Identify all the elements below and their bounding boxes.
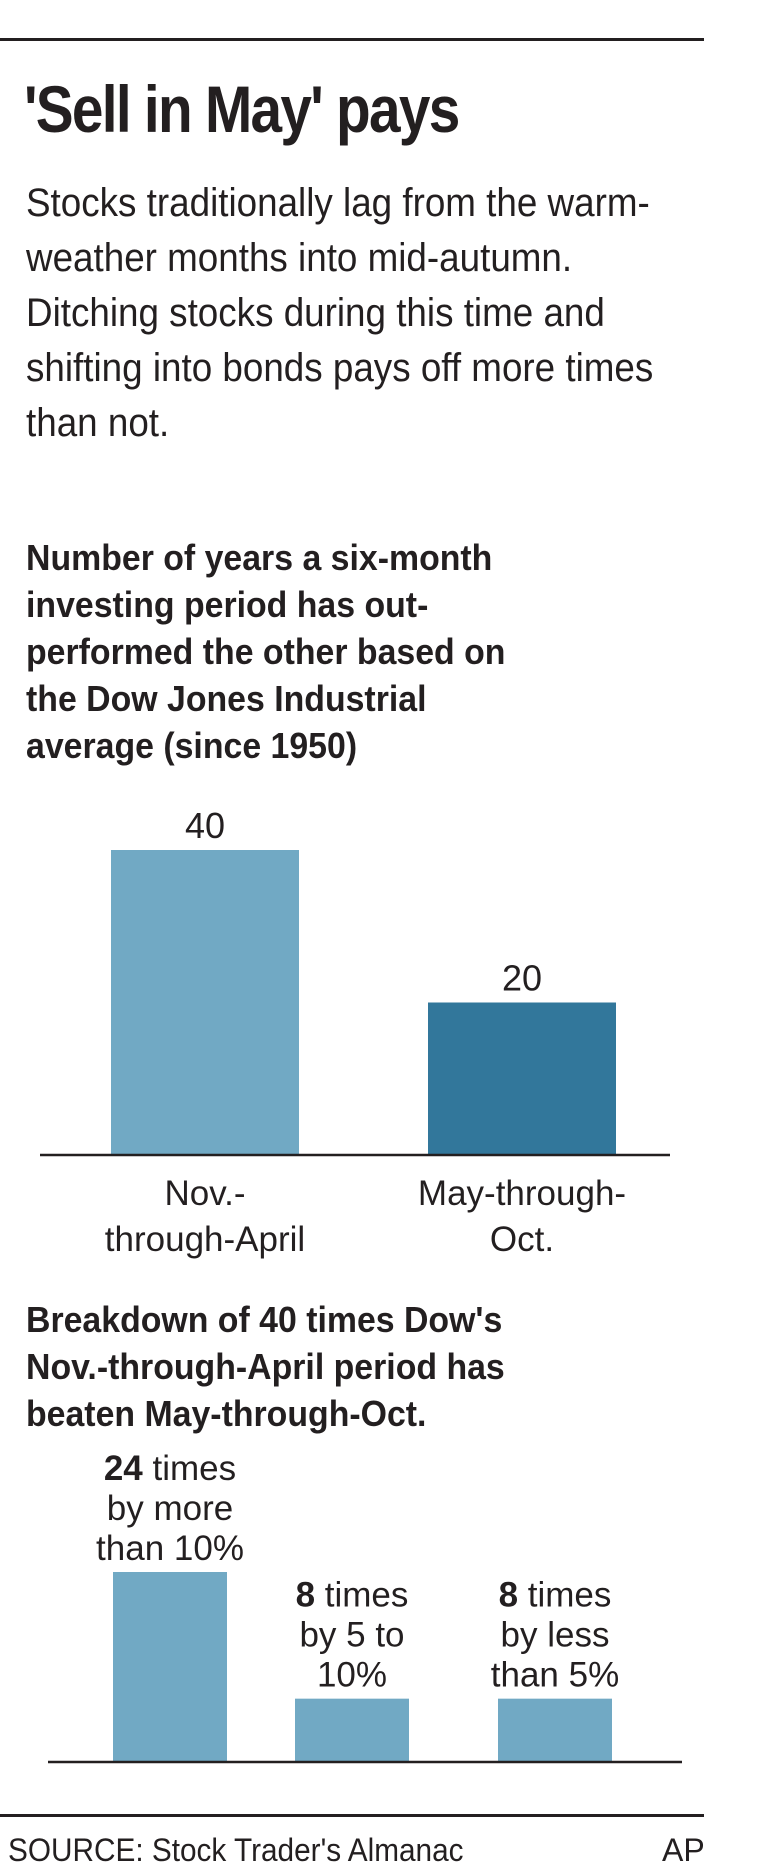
category-label: Nov.- — [164, 1174, 245, 1213]
bottom-rule — [0, 1814, 704, 1817]
bar — [113, 1572, 227, 1762]
category-label: Oct. — [490, 1220, 554, 1259]
source-note: SOURCE: Stock Trader's Almanac — [8, 1832, 464, 1868]
data-label-text: times — [518, 1576, 611, 1615]
data-label-text: times — [143, 1449, 236, 1488]
data-label: 8 times — [499, 1576, 612, 1615]
bar — [428, 1002, 616, 1155]
data-label-count: 8 — [499, 1576, 518, 1615]
data-label: 40 — [185, 805, 225, 846]
data-label: 8 times — [296, 1576, 409, 1615]
chart-1-title-line: Number of years a six-month — [26, 537, 493, 578]
data-label-text: than 10% — [96, 1529, 244, 1568]
data-label: 20 — [502, 958, 542, 999]
page-title: 'Sell in May' pays — [24, 72, 460, 146]
bar — [295, 1698, 409, 1762]
intro-text: Stocks traditionally lag from the warm-w… — [26, 181, 654, 445]
chart-1-title-line: average (since 1950) — [26, 725, 358, 766]
data-label: 10% — [317, 1656, 387, 1695]
bar — [111, 850, 299, 1155]
data-label-text: than 5% — [491, 1656, 619, 1695]
data-label: by more — [107, 1489, 233, 1528]
data-label: 24 times — [104, 1449, 236, 1488]
data-label: by less — [501, 1616, 610, 1655]
credit-label: AP — [662, 1832, 705, 1868]
top-rule — [0, 38, 704, 41]
chart-1-title-line: investing period has out- — [26, 584, 429, 625]
data-label-text: 10% — [317, 1656, 387, 1695]
chart-1-title-line: performed the other based on — [26, 631, 506, 672]
bar — [498, 1698, 612, 1762]
data-label: by 5 to — [299, 1616, 404, 1655]
data-label-count: 8 — [296, 1576, 315, 1615]
chart-2-title: Breakdown of 40 times Dow's Nov.-through… — [26, 1296, 505, 1437]
data-label: than 5% — [491, 1656, 619, 1695]
data-label-text: by less — [501, 1616, 610, 1655]
data-label-text: by more — [107, 1489, 233, 1528]
chart-2-title-line: beaten May-through-Oct. — [26, 1393, 427, 1434]
category-label: May-through- — [418, 1174, 626, 1213]
chart-2-title-line: Breakdown of 40 times Dow's — [26, 1299, 503, 1340]
years-outperformed-bar-chart: 40 Nov.- through-April 20 May-through- Oct. — [40, 805, 670, 1259]
chart-2-title-line: Nov.-through-April period has — [26, 1346, 505, 1387]
category-label: through-April — [105, 1220, 305, 1259]
data-label: than 10% — [96, 1529, 244, 1568]
chart-1-title-line: the Dow Jones Industrial — [26, 678, 427, 719]
data-label-count: 24 — [104, 1449, 143, 1488]
data-label-text: times — [315, 1576, 408, 1615]
data-label-text: by 5 to — [299, 1616, 404, 1655]
chart-1-title: Number of years a six-month investing pe… — [26, 534, 505, 769]
